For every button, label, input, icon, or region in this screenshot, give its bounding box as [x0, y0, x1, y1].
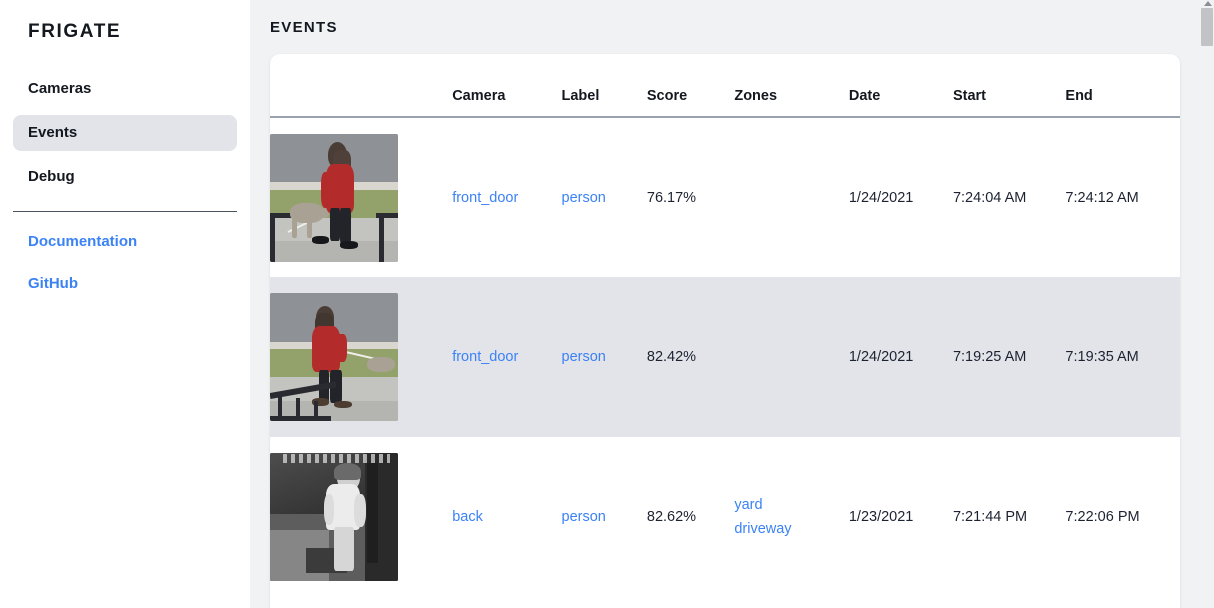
- event-label-link[interactable]: person: [561, 509, 606, 525]
- event-label-cell: person: [562, 437, 647, 597]
- event-thumbnail-cell: [270, 277, 452, 437]
- sidebar-external-links: Documentation GitHub: [0, 226, 250, 300]
- column-header-zones: Zones: [734, 88, 778, 104]
- event-score-cell: 82.62%: [646, 509, 697, 525]
- main-content: EVENTS Camera Label Score Zones Date Sta…: [250, 0, 1214, 608]
- events-table: Camera Label Score Zones Date Start End: [270, 54, 1180, 597]
- event-label-link[interactable]: person: [561, 189, 606, 206]
- event-end-cell: 7:24:12 AM: [1065, 189, 1139, 206]
- event-date-cell: 1/24/2021: [848, 349, 914, 365]
- column-header-label: Label: [561, 88, 600, 104]
- sidebar-item-events[interactable]: Events: [13, 115, 237, 151]
- event-thumbnail-image[interactable]: [270, 133, 398, 262]
- table-row[interactable]: front_door person 76.17% 1/24/2021 7:24:…: [270, 117, 1180, 277]
- event-start-cell: 7:19:25 AM: [952, 349, 1027, 365]
- column-header-start: Start: [952, 88, 987, 104]
- page-title: EVENTS: [270, 19, 338, 36]
- event-camera-cell: back: [452, 437, 561, 597]
- event-start-cell: 7:24:04 AM: [952, 189, 1027, 206]
- table-row[interactable]: back person 82.62% yard driveway 1/23/20…: [270, 437, 1180, 597]
- event-score-cell: 82.42%: [646, 349, 697, 365]
- event-zones-cell: [734, 277, 849, 437]
- event-zone-link[interactable]: yard: [734, 497, 763, 513]
- event-camera-cell: front_door: [452, 277, 561, 437]
- thumbnail-scene-infrared: [270, 453, 398, 581]
- column-header-date: Date: [848, 88, 881, 104]
- thumbnail-scene-daytime: [270, 293, 398, 421]
- app-brand-title: FRIGATE: [28, 21, 122, 42]
- event-camera-link[interactable]: front_door: [452, 189, 519, 206]
- sidebar-item-debug[interactable]: Debug: [28, 168, 75, 185]
- event-label-cell: person: [562, 117, 647, 277]
- event-start-cell: 7:21:44 PM: [952, 509, 1028, 525]
- event-label-cell: person: [562, 277, 647, 437]
- event-thumbnail-cell: [270, 437, 452, 597]
- page-scrollbar[interactable]: [1200, 0, 1214, 608]
- event-zones-cell: yard driveway: [734, 437, 849, 597]
- event-camera-link[interactable]: back: [452, 509, 483, 525]
- events-table-head: Camera Label Score Zones Date Start End: [270, 54, 1180, 117]
- event-zones-cell: [734, 117, 849, 277]
- event-zone-link[interactable]: driveway: [734, 521, 792, 537]
- event-camera-link[interactable]: front_door: [452, 349, 519, 365]
- column-header-score: Score: [646, 88, 688, 104]
- sidebar-link-github[interactable]: GitHub: [28, 275, 78, 292]
- event-thumbnail-image[interactable]: [270, 293, 398, 421]
- events-table-body: front_door person 76.17% 1/24/2021 7:24:…: [270, 117, 1180, 597]
- event-date-cell: 1/24/2021: [848, 189, 914, 206]
- scroll-up-arrow-icon[interactable]: [1204, 1, 1212, 6]
- sidebar: FRIGATE Cameras Events Debug Documentati…: [0, 0, 250, 608]
- sidebar-link-documentation[interactable]: Documentation: [28, 233, 138, 250]
- event-date-cell: 1/23/2021: [848, 509, 914, 525]
- sidebar-nav: Cameras Events Debug: [0, 71, 250, 195]
- column-header-end: End: [1065, 88, 1093, 104]
- event-thumbnail-image[interactable]: [270, 453, 398, 581]
- scrollbar-thumb[interactable]: [1201, 8, 1213, 46]
- column-header-thumbnail: [270, 54, 452, 117]
- thumbnail-scene-daytime: [270, 133, 398, 262]
- event-thumbnail-cell: [270, 117, 452, 277]
- event-score-cell: 76.17%: [646, 189, 697, 206]
- event-end-cell: 7:22:06 PM: [1065, 509, 1140, 525]
- event-camera-cell: front_door: [452, 117, 561, 277]
- column-header-camera: Camera: [452, 88, 506, 104]
- event-label-link[interactable]: person: [561, 349, 606, 365]
- event-end-cell: 7:19:35 AM: [1065, 349, 1139, 365]
- events-table-header-row: Camera Label Score Zones Date Start End: [270, 54, 1180, 117]
- sidebar-item-cameras[interactable]: Cameras: [28, 80, 92, 97]
- table-row[interactable]: front_door person 82.42% 1/24/2021 7:19:…: [270, 277, 1180, 437]
- events-card: Camera Label Score Zones Date Start End: [270, 54, 1180, 608]
- camera-timestamp-overlay: [282, 454, 391, 463]
- sidebar-divider: [13, 211, 237, 212]
